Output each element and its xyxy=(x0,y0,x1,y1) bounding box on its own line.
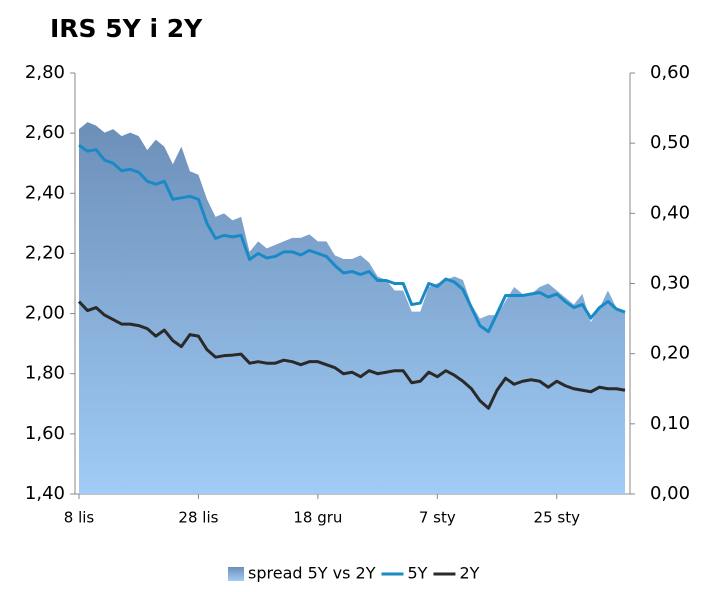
line xyxy=(78,143,626,334)
area xyxy=(79,122,625,494)
chart-title: IRS 5Y i 2Y xyxy=(50,14,203,43)
y-tick-label: 2,20 xyxy=(25,242,65,263)
y2-tick-label: 0,40 xyxy=(650,202,690,223)
y2-tick-label: 0,50 xyxy=(650,132,690,153)
y-tick-label: 2,40 xyxy=(25,182,65,203)
y2-tick-label: 0,30 xyxy=(650,273,690,294)
legend-label: spread 5Y vs 2Y xyxy=(248,564,376,583)
y2-tick-label: 0,60 xyxy=(650,62,690,83)
y-tick-label: 1,60 xyxy=(25,423,65,444)
line xyxy=(77,300,626,410)
y2-tick-label: 0,20 xyxy=(650,343,690,364)
y-tick-label: 2,80 xyxy=(25,62,65,83)
y-tick-label: 1,40 xyxy=(25,483,65,504)
y2-tick-label: 0,00 xyxy=(650,483,690,504)
legend-label: 2Y xyxy=(459,564,479,583)
x-tick-label: 18 gru xyxy=(293,509,342,527)
y-tick-label: 2,60 xyxy=(25,122,65,143)
x-tick-label: 7 sty xyxy=(419,509,456,527)
x-tick-label: 25 sty xyxy=(534,509,581,527)
y-tick-label: 2,00 xyxy=(25,303,65,324)
legend-swatch xyxy=(228,567,244,581)
y-tick-label: 1,80 xyxy=(25,363,65,384)
x-tick-label: 8 lis xyxy=(64,509,95,527)
legend-label: 5Y xyxy=(408,564,428,583)
y2-tick-label: 0,10 xyxy=(650,413,690,434)
x-tick-label: 28 lis xyxy=(178,509,218,527)
